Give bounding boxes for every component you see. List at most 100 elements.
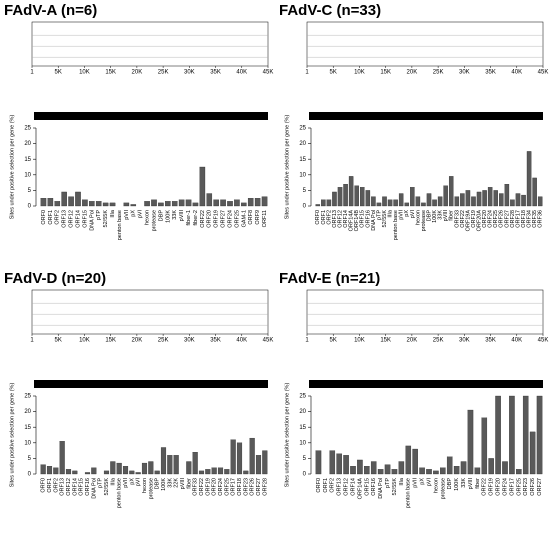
- bar: [460, 193, 465, 207]
- x-tick-label: ORF24: [227, 210, 233, 228]
- bar: [376, 202, 382, 207]
- x-tick-label: ORF14: [75, 210, 81, 228]
- bar: [40, 198, 47, 207]
- x-tick-label: pVII: [399, 210, 405, 220]
- bar: [495, 395, 501, 475]
- y-tick-label: 5: [28, 456, 32, 462]
- strip-tick-label: 5K: [330, 70, 337, 76]
- x-tick-label: ORF33: [193, 478, 199, 496]
- strip-tick-label: 35K: [210, 70, 221, 76]
- bar: [326, 199, 332, 207]
- bar: [537, 196, 543, 207]
- bar: [515, 193, 521, 207]
- bar: [220, 199, 226, 207]
- bar: [488, 458, 494, 475]
- x-tick-label: 52/55K: [104, 478, 110, 496]
- x-tick-label: 22K: [174, 478, 180, 488]
- strip-tick-label: 5K: [330, 338, 337, 344]
- strip-tick-label: 20K: [132, 338, 143, 344]
- x-tick-label: ORF17: [509, 478, 515, 496]
- x-tick-label: pVII: [124, 210, 130, 220]
- bar: [186, 461, 192, 475]
- bar: [437, 196, 443, 207]
- bar: [391, 469, 398, 475]
- strip-tick-label: 10K: [354, 70, 365, 76]
- x-tick-label: ORF27: [537, 478, 543, 496]
- bar: [433, 470, 439, 475]
- bar: [343, 184, 348, 207]
- strip-tick-label: 40K: [511, 338, 522, 344]
- x-tick-label: ORF36: [538, 210, 544, 228]
- bar: [53, 467, 59, 475]
- bar: [84, 472, 91, 475]
- y-tick-label: 10: [299, 172, 306, 178]
- x-tick-label: ORF16: [371, 478, 377, 496]
- strip-tick-label: 1: [305, 70, 309, 76]
- x-tick-label: ORF12: [337, 210, 343, 228]
- x-tick-label: ORF15: [82, 210, 88, 228]
- x-tick-label: ORF16: [365, 210, 371, 228]
- x-tick-label: ORF14: [343, 210, 349, 228]
- bar: [167, 455, 173, 475]
- bar: [95, 201, 102, 207]
- x-tick-label: DNA Pol: [91, 478, 97, 499]
- x-tick-label: fiber-1: [186, 210, 192, 226]
- bar: [354, 185, 359, 207]
- y-tick-label: 10: [24, 172, 31, 178]
- strip-tick-label: 20K: [132, 70, 143, 76]
- y-tick-label: 0: [28, 204, 32, 210]
- bar: [329, 450, 336, 475]
- bar: [465, 190, 471, 207]
- bar: [343, 455, 349, 475]
- x-tick-label: 52/55K: [382, 210, 388, 228]
- panel-title: FAdV-D (n=20): [4, 270, 106, 287]
- bar: [504, 184, 510, 207]
- bar: [404, 202, 410, 207]
- bar: [158, 202, 164, 207]
- x-tick-label: DNA Pol: [371, 210, 377, 231]
- x-tick-label: ORF24: [218, 478, 224, 496]
- x-tick-label: ORF12: [66, 478, 72, 496]
- x-tick-label: pVI: [410, 210, 416, 219]
- x-tick-label: ORF26: [250, 478, 256, 496]
- x-tick-label: ORF23: [243, 478, 249, 496]
- bar: [206, 193, 213, 207]
- x-tick-label: ORF18: [237, 478, 243, 496]
- x-tick-label: ORF13: [337, 478, 343, 496]
- bar: [241, 202, 247, 207]
- bar: [130, 204, 137, 207]
- strip-tick-label: 25K: [158, 338, 169, 344]
- strip-tick-label: 45K: [538, 338, 549, 344]
- bar: [499, 193, 504, 207]
- x-tick-label: ORF11: [262, 210, 268, 227]
- x-tick-label: ORF20: [212, 478, 218, 496]
- bar: [65, 469, 72, 475]
- bar: [151, 199, 157, 207]
- bar: [365, 190, 371, 207]
- bar: [192, 202, 199, 207]
- strip-tick-label: 30K: [459, 70, 470, 76]
- x-tick-label: IIIa: [388, 209, 394, 218]
- y-tick-label: 5: [28, 188, 32, 194]
- x-tick-label: 52/55K: [392, 478, 398, 496]
- bar: [476, 191, 482, 207]
- x-tick-label: ORF1: [48, 210, 54, 225]
- x-tick-label: pX: [131, 210, 137, 217]
- y-tick-label: 15: [299, 157, 306, 163]
- strip-tick-label: 45K: [263, 338, 274, 344]
- x-tick-label: ORF20: [482, 210, 488, 228]
- bar: [405, 445, 412, 475]
- x-tick-label: DBP: [426, 210, 432, 222]
- bar: [360, 187, 365, 207]
- bar: [521, 194, 526, 207]
- bar: [123, 202, 130, 207]
- panel-title: FAdV-C (n=33): [279, 2, 381, 19]
- x-tick-label: ORF0: [41, 210, 47, 225]
- x-tick-label: ORF28: [262, 478, 268, 496]
- bar: [526, 151, 532, 207]
- strip-tick-label: 5K: [55, 338, 62, 344]
- x-tick-label: hexon: [145, 210, 151, 225]
- x-tick-label: pVI: [426, 478, 432, 487]
- bar: [165, 201, 171, 207]
- bar: [110, 461, 116, 475]
